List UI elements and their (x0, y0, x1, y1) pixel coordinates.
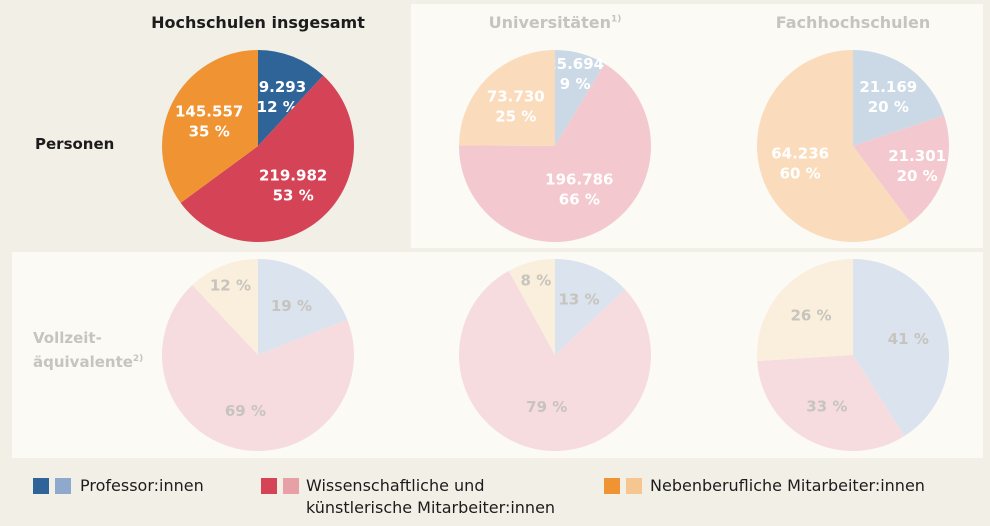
pie-2-label-wiss-pct: 20 % (897, 167, 938, 185)
column-header-uni: Universitäten1) (488, 13, 622, 32)
pie-5-label-neben-pct: 26 % (790, 307, 831, 325)
pie-2-slice-wiss (853, 115, 949, 223)
legend-swatch-prof-dark (33, 478, 49, 494)
pie-1-slice-neben (459, 50, 555, 146)
pie-2-label-neben-pct: 60 % (780, 165, 821, 183)
pie-5-label-wiss-pct: 33 % (806, 397, 847, 415)
pie-3-label-prof-pct: 19 % (271, 297, 312, 315)
pie-1-label-wiss-value: 196.786 (545, 171, 613, 189)
pie-2-label-neben-value: 64.236 (771, 145, 829, 163)
legend-label-prof: Professor:innen (80, 476, 204, 495)
pie-5-slice-neben (757, 259, 853, 362)
pie-2-label-prof-value: 21.169 (859, 78, 917, 96)
column-header-fh: Fachhochschulen (775, 13, 931, 32)
pie-4-slice-wiss (459, 270, 652, 452)
pie-1-label-prof-value: 25.694 (546, 55, 604, 73)
legend-swatch-wiss-light (283, 478, 299, 494)
pie-0-label-prof-value: 49.293 (248, 78, 306, 96)
legend-swatch-prof-light (55, 478, 71, 494)
pie-5-slice-wiss (757, 355, 905, 451)
row-header-fte: Vollzeit- äquivalente2) (33, 329, 144, 371)
row-header-persons: Personen (35, 135, 115, 153)
pie-4-slice-prof (555, 259, 625, 355)
pie-0-label-prof-pct: 12 % (257, 98, 298, 116)
pie-3-slice-prof (258, 259, 348, 355)
footnote-marker-2: 2) (132, 354, 144, 364)
pie-0-slice-prof (258, 50, 324, 146)
pie-1-slice-prof (555, 50, 605, 146)
pie-0-slice-neben (162, 50, 258, 203)
pie-2-slice-neben (757, 50, 911, 243)
pie-3-label-neben-pct: 12 % (210, 276, 251, 294)
pie-2-label-prof-pct: 20 % (868, 98, 909, 116)
pie-0-label-wiss-value: 219.982 (259, 166, 327, 184)
pie-2-label-wiss-value: 21.301 (888, 147, 946, 165)
pie-0-label-neben-value: 145.557 (175, 102, 243, 120)
pie-3-label-wiss-pct: 69 % (225, 402, 266, 420)
pie-0-slice-wiss (180, 75, 354, 243)
pie-1-label-neben-value: 73.730 (487, 87, 545, 105)
pie-4-label-neben-pct: 8 % (521, 272, 552, 290)
pie-1-slice-wiss (459, 63, 652, 243)
pie-2-slice-prof (853, 50, 944, 146)
pie-3-slice-neben (192, 259, 258, 355)
pie-1-label-wiss-pct: 66 % (559, 191, 600, 209)
legend-swatch-neben-dark (604, 478, 620, 494)
pie-4-label-wiss-pct: 79 % (526, 398, 567, 416)
legend-swatch-neben-light (626, 478, 642, 494)
pie-1-label-prof-pct: 9 % (560, 75, 591, 93)
pie-5-label-prof-pct: 41 % (888, 330, 929, 348)
pie-0-label-neben-pct: 35 % (189, 122, 230, 140)
pie-3-slice-wiss (162, 285, 354, 451)
legend-swatch-wiss-dark (261, 478, 277, 494)
pie-0-label-wiss-pct: 53 % (273, 186, 314, 204)
legend-label-neben: Nebenberufliche Mitarbeiter:innen (650, 476, 925, 495)
pie-4-slice-neben (508, 259, 555, 355)
pie-4-label-prof-pct: 13 % (558, 290, 599, 308)
footnote-marker-1: 1) (611, 14, 622, 25)
pie-1-label-neben-pct: 25 % (495, 107, 536, 125)
column-header-total: Hochschulen insgesamt (151, 13, 365, 32)
pie-5-slice-prof (853, 259, 950, 437)
legend-label-wiss: Wissenschaftliche und künstlerische Mita… (306, 476, 556, 517)
